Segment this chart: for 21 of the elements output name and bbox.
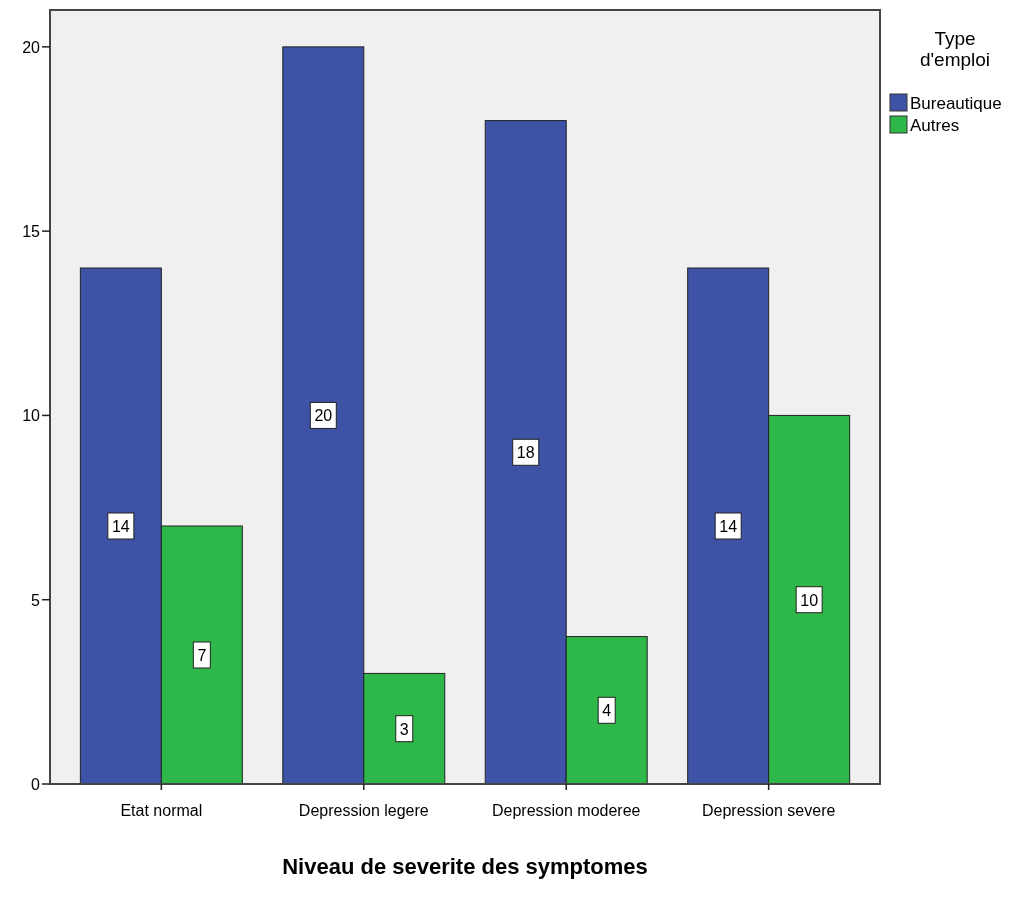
data-label: 14: [111, 518, 130, 535]
legend-title: Type d'emploi: [919, 28, 991, 70]
y-tick-label: 10: [22, 407, 41, 425]
legend-label: Bureautique: [910, 94, 1002, 113]
x-tick-label: Depression severe: [701, 802, 836, 819]
x-tick-label: Depression moderee: [491, 802, 641, 819]
legend-label: Autres: [910, 116, 960, 135]
y-tick-label: 15: [22, 223, 41, 241]
data-label: 20: [314, 407, 333, 425]
x-axis-title: Niveau de severite des symptomes: [282, 854, 648, 879]
data-label: 7: [197, 647, 207, 664]
data-label: 18: [516, 444, 535, 462]
data-label: 3: [399, 720, 409, 738]
x-tick-label: Depression legere: [298, 802, 429, 819]
y-tick-label: 0: [31, 776, 41, 793]
data-label: 14: [719, 518, 738, 535]
data-label: 10: [800, 591, 819, 609]
y-tick-label: 5: [31, 591, 41, 609]
y-tick-label: 20: [22, 38, 41, 56]
data-label: 4: [602, 702, 612, 720]
x-tick-label: Etat normal: [120, 802, 203, 819]
